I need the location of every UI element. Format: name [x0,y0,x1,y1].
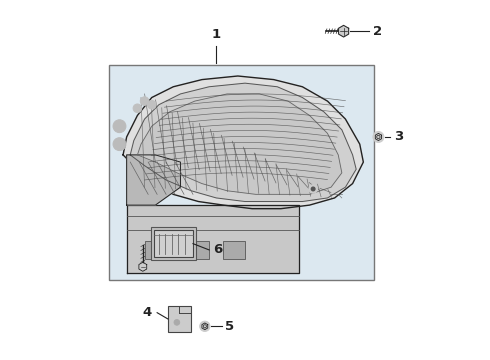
Circle shape [147,100,156,109]
Polygon shape [139,262,147,271]
Polygon shape [339,25,349,37]
Circle shape [174,319,180,325]
Bar [109,65,374,280]
Circle shape [373,131,384,143]
Circle shape [309,185,318,193]
Bar [153,230,193,257]
Polygon shape [126,205,299,273]
Text: 3: 3 [394,130,403,144]
Bar [184,241,209,259]
Circle shape [113,138,126,150]
Text: 2: 2 [373,25,382,38]
Text: 1: 1 [212,28,221,41]
Text: 6: 6 [213,243,222,256]
Bar [223,241,245,259]
Bar [145,241,170,259]
Circle shape [133,104,142,113]
Text: 5: 5 [225,320,234,333]
Polygon shape [123,76,364,209]
Bar [151,227,196,260]
Circle shape [113,120,126,133]
Circle shape [311,187,315,191]
Circle shape [199,321,210,332]
Polygon shape [130,83,356,202]
Text: 4: 4 [143,306,152,319]
Bar [168,306,191,332]
Polygon shape [126,155,180,205]
Circle shape [140,97,149,105]
Polygon shape [137,94,342,194]
